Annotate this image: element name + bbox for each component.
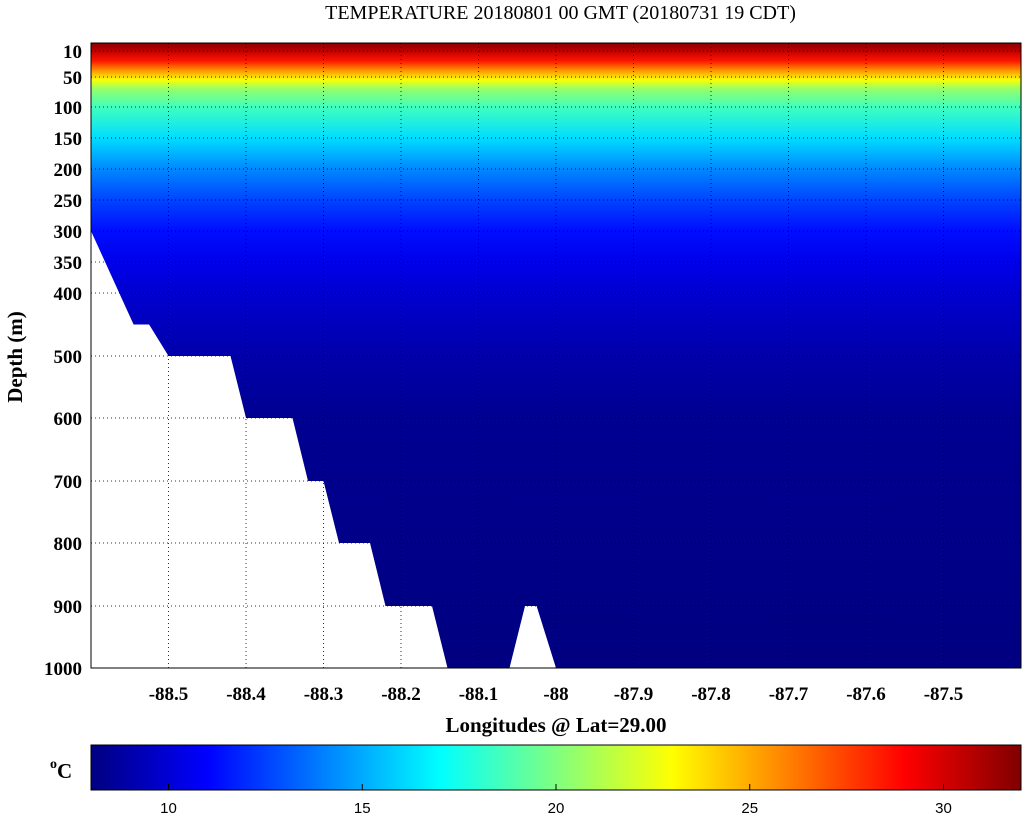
y-axis-label: Depth (m) (3, 311, 27, 403)
chart-title: TEMPERATURE 20180801 00 GMT (20180731 19… (325, 2, 796, 24)
colorbar-tick-label: 15 (354, 800, 371, 817)
x-tick-label: -88.2 (381, 684, 421, 705)
y-tick-label: 100 (54, 98, 83, 119)
x-tick-label: -87.8 (691, 684, 731, 705)
x-tick-label: -88.4 (226, 684, 266, 705)
y-tick-label: 400 (54, 284, 83, 305)
x-tick-label: -88.5 (149, 684, 189, 705)
colorbar-tick-label: 30 (935, 800, 952, 817)
y-tick-label: 900 (54, 597, 83, 618)
colorbar-unit-label: oC (50, 757, 72, 783)
x-tick-label: -88.1 (459, 684, 499, 705)
x-tick-label: -87.5 (924, 684, 964, 705)
seafloor-mask (91, 231, 556, 668)
seafloor (91, 231, 556, 668)
y-tick-label: 150 (54, 129, 83, 150)
x-axis-label: Longitudes @ Lat=29.00 (445, 713, 666, 737)
y-tick-label: 1000 (44, 659, 82, 680)
y-tick-label: 500 (54, 347, 83, 368)
plot-border (90, 42, 1022, 669)
colorbar: 10 15 20 25 30 (90, 744, 1022, 817)
colorbar-scale (90, 744, 1022, 791)
colorbar-unit-degree: o (50, 757, 57, 772)
y-tick-label: 50 (63, 68, 82, 89)
x-tick-label: -87.7 (769, 684, 809, 705)
y-tick-label: 300 (54, 222, 83, 243)
x-tick-label: -88.3 (304, 684, 344, 705)
y-tick-label: 600 (54, 409, 83, 430)
y-axis-ticks: 10 50 100 150 200 250 300 350 400 500 600 700 800 900… (44, 42, 82, 680)
y-tick-label: 800 (54, 534, 83, 555)
colorbar-tick-label: 20 (548, 800, 565, 817)
x-axis-ticks: -88.5 -88.4 -88.3 -88.2 -88.1 -88 -87.9 -87.8 -8… (149, 684, 964, 705)
x-tick-label: -87.6 (846, 684, 886, 705)
grid-lines (91, 43, 1021, 669)
colorbar-tick-label: 25 (741, 800, 758, 817)
y-tick-label: 700 (54, 472, 83, 493)
y-tick-label: 200 (54, 160, 83, 181)
y-tick-label: 10 (63, 42, 82, 63)
x-tick-label: -87.9 (614, 684, 654, 705)
colorbar-tick-label: 10 (160, 800, 177, 817)
colorbar-unit-letter: C (57, 759, 72, 783)
y-tick-label: 350 (54, 253, 83, 274)
x-tick-label: -88 (543, 684, 568, 705)
y-tick-label: 250 (54, 191, 83, 212)
